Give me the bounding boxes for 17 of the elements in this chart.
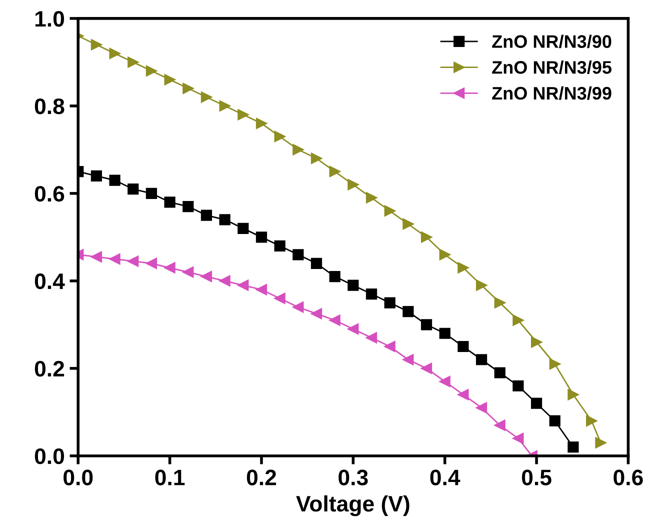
y-tick-label: 0.4 (34, 273, 65, 290)
x-tick-label: 0.4 (430, 470, 460, 486)
x-tick-label: 0.5 (522, 470, 552, 486)
x-tick-label: 0.1 (155, 470, 185, 486)
x-tick-label: 0.0 (64, 470, 93, 486)
legend-label: ZnO NR/N3/95 (492, 60, 612, 74)
y-tick-label: 1.0 (35, 10, 64, 27)
legend-label: ZnO NR/N3/99 (492, 86, 612, 100)
x-tick-label: 0.2 (246, 470, 276, 486)
y-tick-label: 0.0 (34, 448, 64, 464)
x-tick-label: 0.3 (338, 470, 368, 486)
x-tick-label: 0.6 (614, 470, 643, 486)
legend-label: ZnO NR/N3/90 (492, 34, 612, 48)
y-tick-label: 0.8 (34, 98, 64, 114)
y-tick-label: 0.6 (34, 186, 64, 202)
x-axis-title: Voltage (V) (296, 495, 410, 516)
y-tick-label: 0.2 (34, 360, 64, 377)
